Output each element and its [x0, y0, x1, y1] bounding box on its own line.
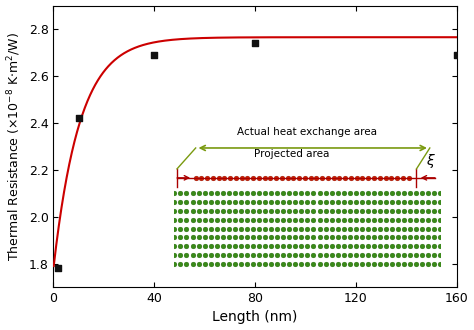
- Y-axis label: Thermal Resistance ($\times10^{-8}$ K$\cdot$m$^2$/W): Thermal Resistance ($\times10^{-8}$ K$\c…: [6, 32, 23, 261]
- X-axis label: Length (nm): Length (nm): [212, 311, 298, 324]
- Point: [75, 115, 82, 121]
- Point: [150, 52, 158, 57]
- Point: [55, 266, 62, 271]
- Point: [251, 41, 259, 46]
- Point: [453, 52, 460, 57]
